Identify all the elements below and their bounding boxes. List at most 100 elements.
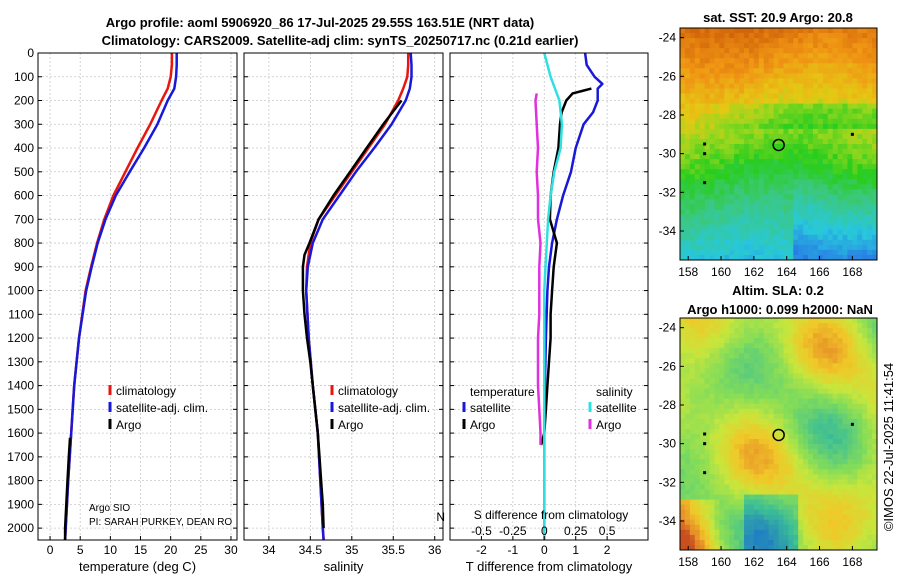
map-cell [739, 353, 745, 359]
map-cell [867, 323, 873, 329]
map-cell [684, 73, 691, 79]
map-cell [862, 373, 868, 379]
map-cell [694, 398, 701, 405]
map-cell [817, 88, 824, 94]
map-cell [842, 383, 848, 390]
map-cell [827, 378, 834, 384]
map-cell [842, 154, 848, 160]
map-cell [798, 48, 804, 54]
map-cell [827, 328, 834, 334]
map-cell [744, 484, 750, 490]
map-cell [803, 249, 809, 256]
map-cell [704, 43, 710, 49]
map-cell [793, 464, 799, 470]
map-cell [729, 118, 735, 125]
map-cell [704, 93, 710, 100]
map-cell [709, 214, 715, 221]
map-cell [689, 214, 696, 221]
map-cell [748, 244, 755, 251]
map-cell [822, 123, 829, 130]
map-cell [729, 418, 735, 425]
map-cell [704, 204, 710, 210]
map-cell [812, 524, 819, 531]
map-cell [847, 439, 853, 445]
map-cell [704, 184, 710, 190]
map-cell [744, 169, 750, 175]
map-cell [778, 439, 784, 445]
map-cell [798, 128, 804, 135]
map-cell [714, 333, 720, 339]
map-cell [822, 224, 829, 231]
map-cell [684, 338, 691, 344]
map-cell [822, 388, 829, 395]
map-cell [694, 169, 701, 175]
map-cell [758, 83, 765, 89]
map-cell [842, 133, 848, 140]
map-cell [808, 88, 814, 94]
map-cell [709, 179, 715, 185]
map-cell [842, 184, 848, 190]
map-cell [699, 353, 706, 359]
map-cell [709, 398, 715, 405]
map-cell [709, 423, 715, 430]
map-cell [739, 469, 745, 475]
map-cell [862, 189, 868, 195]
map-cell [822, 449, 829, 455]
map-cell [827, 118, 834, 125]
map-cell [798, 149, 804, 155]
map-cell [837, 368, 843, 374]
sst-map-title: sat. SST: 20.9 Argo: 20.8 [703, 10, 853, 25]
map-cell [719, 469, 725, 475]
map-cell [684, 83, 691, 89]
map-cell [817, 328, 824, 334]
map-cell [842, 113, 848, 120]
map-cell [768, 123, 774, 130]
map-cell [758, 403, 765, 410]
map-cell [768, 489, 774, 495]
map-cell [773, 244, 779, 251]
map-cell [847, 224, 853, 231]
map-cell [689, 539, 696, 546]
map-cell [798, 224, 804, 231]
map-cell [872, 159, 878, 165]
map-cell [837, 514, 843, 521]
map-cell [857, 254, 863, 261]
map-cell [803, 434, 809, 440]
map-cell [704, 169, 710, 175]
map-cell [724, 68, 730, 74]
map-cell [847, 499, 853, 506]
map-cell [680, 484, 686, 490]
map-cell [872, 118, 878, 125]
map-cell [773, 444, 779, 450]
map-cell [758, 224, 765, 231]
map-cell [817, 444, 824, 450]
map-cell [842, 358, 848, 364]
map-cell [719, 98, 725, 105]
map-cell [748, 479, 755, 485]
map-cell [867, 199, 873, 205]
map-cell [719, 464, 725, 470]
map-cell [837, 408, 843, 415]
map-cell [748, 229, 755, 236]
map-cell [753, 133, 760, 140]
map-cell [827, 108, 834, 115]
map-cell [857, 434, 863, 440]
map-cell [808, 68, 814, 74]
map-cell [689, 204, 696, 210]
map-cell [798, 469, 804, 475]
map-cell [724, 184, 730, 190]
map-cell [734, 459, 740, 465]
map-x-tick-label: 162 [744, 555, 764, 569]
map-cell [827, 224, 834, 231]
map-cell [684, 494, 691, 500]
map-cell [768, 383, 774, 390]
map-cell [704, 428, 710, 435]
map-cell [704, 73, 710, 79]
map-cell [798, 408, 804, 415]
map-cell [837, 93, 843, 100]
map-cell [734, 214, 740, 221]
map-cell [783, 368, 789, 374]
map-cell [748, 28, 755, 34]
map-cell [827, 358, 834, 364]
map-cell [694, 33, 701, 39]
